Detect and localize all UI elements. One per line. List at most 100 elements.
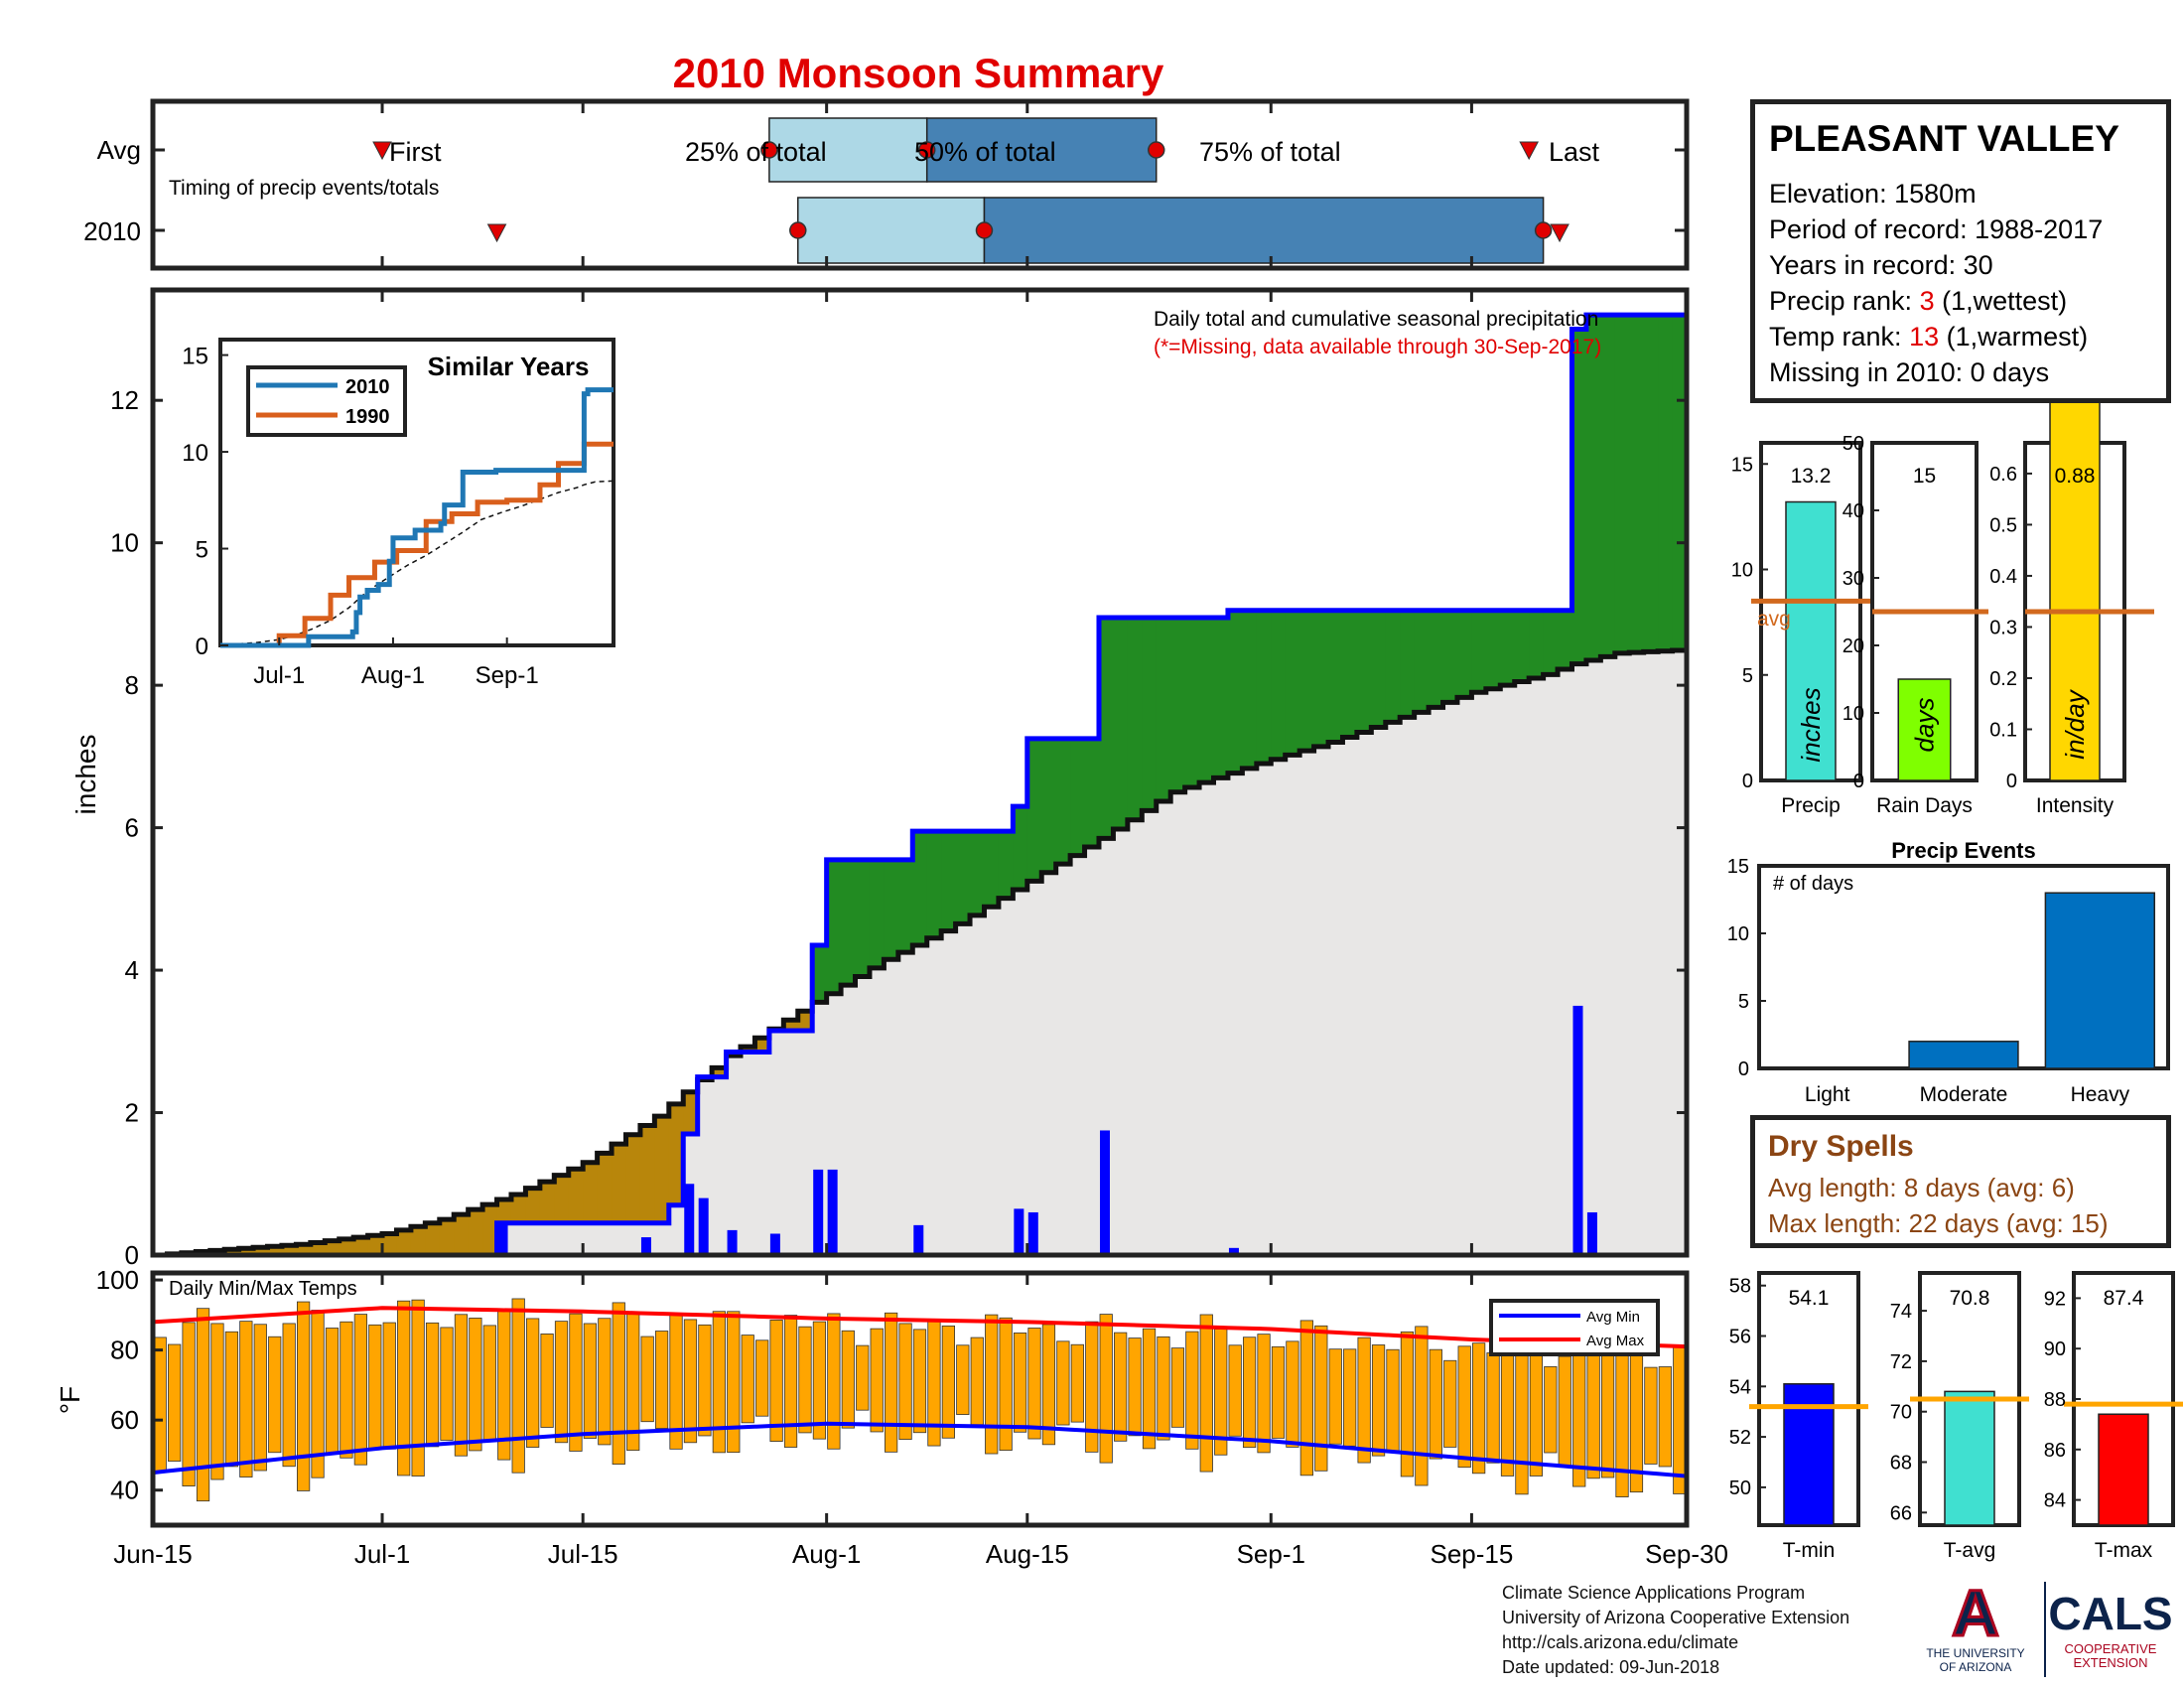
- surplus-area: [1026, 738, 1042, 882]
- normal-cumulative-area: [153, 649, 1687, 1255]
- x-tick-label: Jul-15: [548, 1539, 618, 1569]
- x-tick-label: Aug-15: [986, 1539, 1069, 1569]
- daily-temp-range-bar: [497, 1309, 511, 1461]
- temp-marks: [152, 1298, 1688, 1502]
- tavg-tick-label: 66: [1890, 1502, 1912, 1524]
- page-title: 2010 Monsoon Summary: [673, 50, 1164, 96]
- tmin-tick-label: 54: [1729, 1376, 1751, 1398]
- avg-min-label: Avg Min: [1586, 1309, 1640, 1326]
- daily-temp-range-bar: [1544, 1365, 1558, 1454]
- daily-temp-range-bar: [1572, 1341, 1586, 1487]
- missing-days: Missing in 2010: 0 days: [1769, 357, 2050, 387]
- inset-y-label: 15: [182, 344, 208, 370]
- surplus-area: [1142, 617, 1158, 811]
- x-tick-label: Sep-1: [1237, 1539, 1305, 1569]
- surplus-area: [869, 859, 886, 968]
- daily-temp-range-bar: [1443, 1359, 1457, 1448]
- surplus-area: [1543, 610, 1559, 675]
- university-logo: A THE UNIVERSITY OF ARIZONA CALS COOPERA…: [1926, 1575, 2173, 1677]
- deficit-area: [353, 1237, 369, 1255]
- daily-temp-range-bar: [1357, 1336, 1371, 1464]
- daily-temp-range-bar: [296, 1301, 311, 1491]
- year-25-50-box: [797, 197, 986, 264]
- daily-temp-range-bar: [712, 1311, 726, 1454]
- intensity-axis-label: Intensity: [2036, 794, 2115, 817]
- y-tick-label: 4: [125, 955, 139, 985]
- daily-temp-range-bar: [1199, 1314, 1213, 1473]
- daily-temp-range-bar: [1170, 1347, 1185, 1428]
- surplus-area: [1213, 617, 1229, 778]
- events-category-label: Moderate: [1920, 1083, 2008, 1106]
- legend-2010-label: 2010: [345, 376, 390, 398]
- deficit-area: [267, 1246, 283, 1255]
- precip-rank-value: 3: [1919, 286, 1935, 316]
- intensity-tick-label: 0.3: [1989, 617, 2017, 638]
- timing-caption: Timing of precip events/totals: [169, 177, 439, 200]
- raindays-unit-label: days: [1910, 698, 1940, 753]
- daily-temp-range-bar: [1013, 1333, 1027, 1433]
- raindays-tick-label: 30: [1843, 568, 1864, 590]
- surplus-area: [1041, 738, 1057, 873]
- precip-ylabel: inches: [70, 735, 101, 815]
- intensity-tick-label: 0.4: [1989, 566, 2017, 588]
- surplus-area: [1471, 610, 1487, 693]
- inset-title: Similar Years: [428, 352, 590, 381]
- daily-precip-bar: [1027, 1211, 1038, 1255]
- y-tick-label: 0: [125, 1240, 139, 1270]
- tmax-tick-label: 92: [2044, 1288, 2066, 1310]
- precip-value-label: 13.2: [1791, 465, 1832, 488]
- surplus-area: [841, 859, 857, 986]
- daily-precip-bar: [640, 1237, 651, 1255]
- daily-temp-range-bar: [1415, 1326, 1429, 1486]
- deficit-area: [741, 1047, 756, 1053]
- daily-temp-range-bar: [182, 1322, 196, 1486]
- daily-temp-range-bar: [1600, 1351, 1615, 1478]
- temp-rank-suffix: (1,warmest): [1939, 322, 2089, 352]
- inset-marks: 0 5 10 15 Jul-1 Aug-1 Sep-1: [182, 344, 614, 689]
- daily-temp-range-bar: [870, 1328, 884, 1433]
- precip-tick-label: 15: [1731, 454, 1753, 476]
- deficit-area: [525, 1188, 541, 1223]
- deficit-area: [439, 1219, 455, 1255]
- deficit-area: [425, 1222, 441, 1255]
- deficit-area: [224, 1249, 240, 1255]
- footer-credits: Climate Science Applications Program Uni…: [1502, 1581, 1849, 1680]
- temp-rank: Temp rank: 13 (1,warmest): [1769, 319, 2152, 354]
- surplus-area: [1055, 738, 1071, 865]
- precip-caption: Daily total and cumulative seasonal prec…: [1154, 308, 1598, 331]
- raindays-tick-label: 0: [1853, 771, 1864, 792]
- daily-temp-range-bar: [1429, 1348, 1442, 1460]
- inset-x-label: Sep-1: [476, 662, 539, 689]
- deficit-area: [253, 1247, 269, 1255]
- daily-precip-bar: [1586, 1211, 1597, 1255]
- tavg-tick-label: 72: [1890, 1351, 1912, 1373]
- station-name: PLEASANT VALLEY: [1769, 118, 2119, 159]
- surplus-area: [1558, 610, 1573, 669]
- surplus-area: [1227, 610, 1243, 774]
- surplus-area: [1256, 610, 1272, 765]
- surplus-area: [926, 831, 942, 938]
- daily-temp-range-bar: [841, 1330, 855, 1429]
- events-category-label: Light: [1805, 1083, 1850, 1106]
- intensity-unit-label: in/day: [2060, 688, 2090, 759]
- daily-temp-range-bar: [1242, 1336, 1257, 1449]
- temp-rank-prefix: Temp rank:: [1769, 322, 1910, 352]
- daily-temp-range-bar: [340, 1321, 353, 1459]
- similar-years-inset: 0 5 10 15 Jul-1 Aug-1 Sep-1 Similar Years 2010…: [182, 338, 615, 689]
- daily-temp-range-bar: [282, 1323, 296, 1468]
- daily-temp-range-bar: [741, 1335, 754, 1424]
- surplus-area: [941, 831, 957, 931]
- deficit-area: [583, 1162, 599, 1223]
- temp-rank-value: 13: [1909, 322, 1940, 352]
- raindays-tick-label: 50: [1843, 433, 1864, 455]
- deficit-area: [468, 1209, 483, 1255]
- daily-temp-range-bar: [898, 1323, 912, 1441]
- daily-precip-bar: [769, 1233, 780, 1255]
- daily-temp-range-bar: [1027, 1328, 1041, 1440]
- raindays-tick-label: 10: [1843, 703, 1864, 725]
- daily-temp-range-bar: [727, 1311, 741, 1454]
- timing-panel: Avg 2010 Timing of precip events/totals …: [83, 98, 1690, 271]
- surplus-area: [912, 831, 928, 945]
- logo-a-letter: A: [1952, 1576, 1999, 1649]
